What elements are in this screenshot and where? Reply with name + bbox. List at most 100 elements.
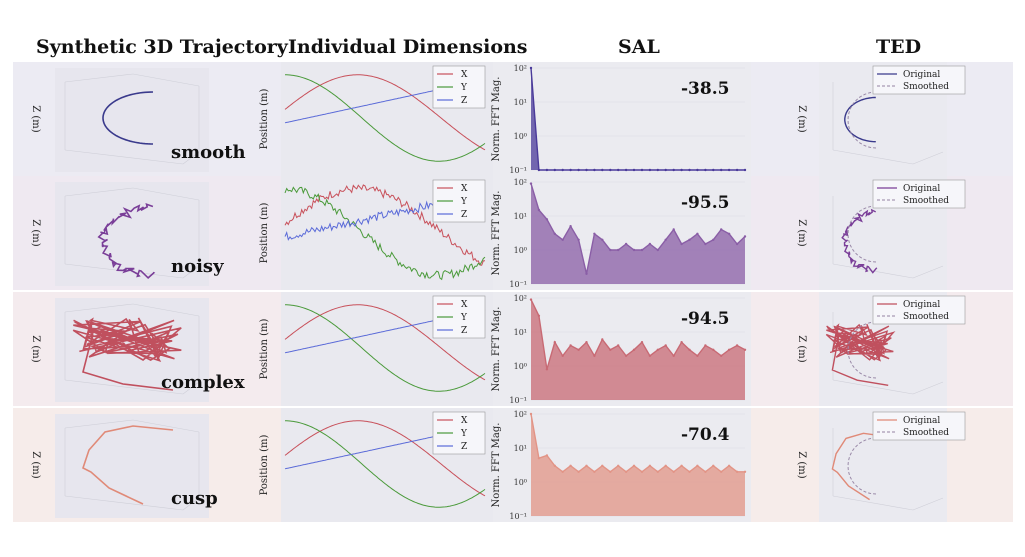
sal-panel: Norm. FFT Mag. 10⁻¹ 10⁰ 10¹ 10² -38.5 — [491, 64, 747, 175]
ted-z-axis-label: Z (m) — [796, 219, 807, 247]
fft-point — [696, 464, 699, 467]
fft-point — [569, 168, 572, 172]
fft-point — [696, 232, 699, 235]
fft-point — [537, 457, 541, 460]
fft-point — [609, 248, 612, 252]
fft-point — [704, 470, 707, 473]
trajectory-3d-box — [55, 68, 209, 172]
fft-point — [577, 238, 580, 241]
fft-point — [553, 232, 556, 235]
trajectory-label: cusp — [171, 488, 218, 509]
x-series-line — [284, 74, 486, 151]
fft-point — [561, 470, 564, 473]
fft-tick-label: 10¹ — [514, 212, 527, 221]
fft-point — [537, 168, 541, 172]
fft-point — [561, 168, 564, 172]
z-axis-label: Z (m) — [30, 335, 41, 363]
fft-point — [735, 344, 739, 347]
ted-legend-label: Smoothed — [903, 428, 949, 438]
fft-point — [664, 344, 667, 347]
fft-point — [545, 168, 549, 172]
position-axis-label: Position (m) — [259, 89, 270, 150]
legend-label-z: Z — [461, 210, 467, 220]
fft-point — [617, 344, 620, 347]
ted-z-axis-label: Z (m) — [796, 335, 807, 363]
fft-point — [632, 168, 636, 172]
fft-point — [553, 464, 556, 467]
fft-tick-label: 10⁻¹ — [509, 280, 527, 289]
fft-point — [624, 354, 628, 357]
ted-legend-label: Original — [903, 300, 940, 310]
fft-point — [585, 272, 588, 275]
col-title-sal: SAL — [618, 36, 660, 58]
fft-point — [609, 348, 612, 351]
fft-point — [727, 232, 731, 235]
fft-point — [735, 470, 739, 473]
fft-point — [561, 238, 564, 241]
fft-tick-label: 10⁻¹ — [509, 512, 527, 521]
row-cusp-figure: Z (m) cusp Position (m) XYZ Norm. FFT Mag. 10… — [13, 408, 1013, 522]
fft-point — [680, 464, 683, 467]
fft-tick-label: 10⁰ — [514, 246, 527, 255]
sal-score: -95.5 — [681, 193, 729, 213]
box-edge — [912, 381, 944, 395]
trajectory-line — [72, 317, 182, 391]
fft-point — [743, 348, 747, 351]
fft-point — [704, 344, 707, 347]
box-edge — [64, 73, 134, 83]
legend-label-x: X — [461, 416, 468, 426]
ted-panel-group: Z (m) Original Smoothed — [796, 179, 966, 279]
fft-point — [688, 168, 691, 172]
fft-point — [720, 470, 723, 473]
fft-point — [735, 168, 739, 172]
dimensions-panel: Position (m) XYZ — [259, 179, 486, 281]
fft-point — [553, 341, 556, 344]
trajectory-line — [82, 425, 174, 505]
dims-legend: XYZ — [432, 295, 486, 339]
row-complex: Z (m) complex Position (m) X Y Z Norm. FFT Mag… — [13, 292, 1013, 406]
fft-point — [537, 314, 541, 317]
fft-point — [529, 182, 533, 185]
trajectory-label: complex — [161, 372, 245, 393]
fft-tick-label: 10⁰ — [514, 478, 527, 487]
box-edge — [64, 303, 134, 313]
fft-point — [593, 470, 596, 473]
trajectory-label: noisy — [171, 256, 224, 277]
fft-point — [593, 168, 596, 172]
box-edge — [182, 265, 200, 279]
box-edge — [132, 419, 200, 433]
fft-point — [727, 348, 731, 351]
fft-point — [648, 242, 652, 246]
box-edge — [182, 151, 200, 165]
fft-point — [712, 464, 715, 467]
z-axis-label: Z (m) — [30, 219, 41, 247]
fft-tick-label: 10¹ — [514, 328, 527, 337]
fft-axis-label: Norm. FFT Mag. — [491, 191, 502, 276]
y-series-line — [285, 420, 486, 508]
fft-point — [720, 228, 723, 231]
ted-legend-label: Original — [903, 416, 940, 426]
fft-tick-label: 10⁰ — [514, 132, 527, 141]
fft-point — [624, 168, 628, 172]
fft-point — [712, 238, 715, 241]
box-edge — [132, 187, 200, 201]
fft-point — [601, 464, 604, 467]
box-edge — [832, 149, 914, 165]
box-edge — [64, 187, 134, 197]
ted-legend-label: Smoothed — [903, 82, 949, 92]
fft-point — [561, 354, 564, 357]
fft-point — [704, 242, 707, 246]
fft-point — [545, 368, 549, 371]
legend-label-y: Y — [460, 197, 468, 207]
fft-point — [593, 354, 596, 357]
box-edge — [912, 265, 944, 279]
fft-point — [727, 168, 731, 172]
col-title-ted: TED — [876, 36, 922, 58]
dims-legend: XYZ — [432, 65, 486, 109]
fft-point — [743, 470, 747, 473]
ted-legend-label: Smoothed — [903, 196, 949, 206]
fft-point — [648, 464, 652, 467]
fft-axis-label: Norm. FFT Mag. — [491, 307, 502, 392]
legend-label-y: Y — [460, 83, 468, 93]
fft-point — [569, 344, 572, 347]
